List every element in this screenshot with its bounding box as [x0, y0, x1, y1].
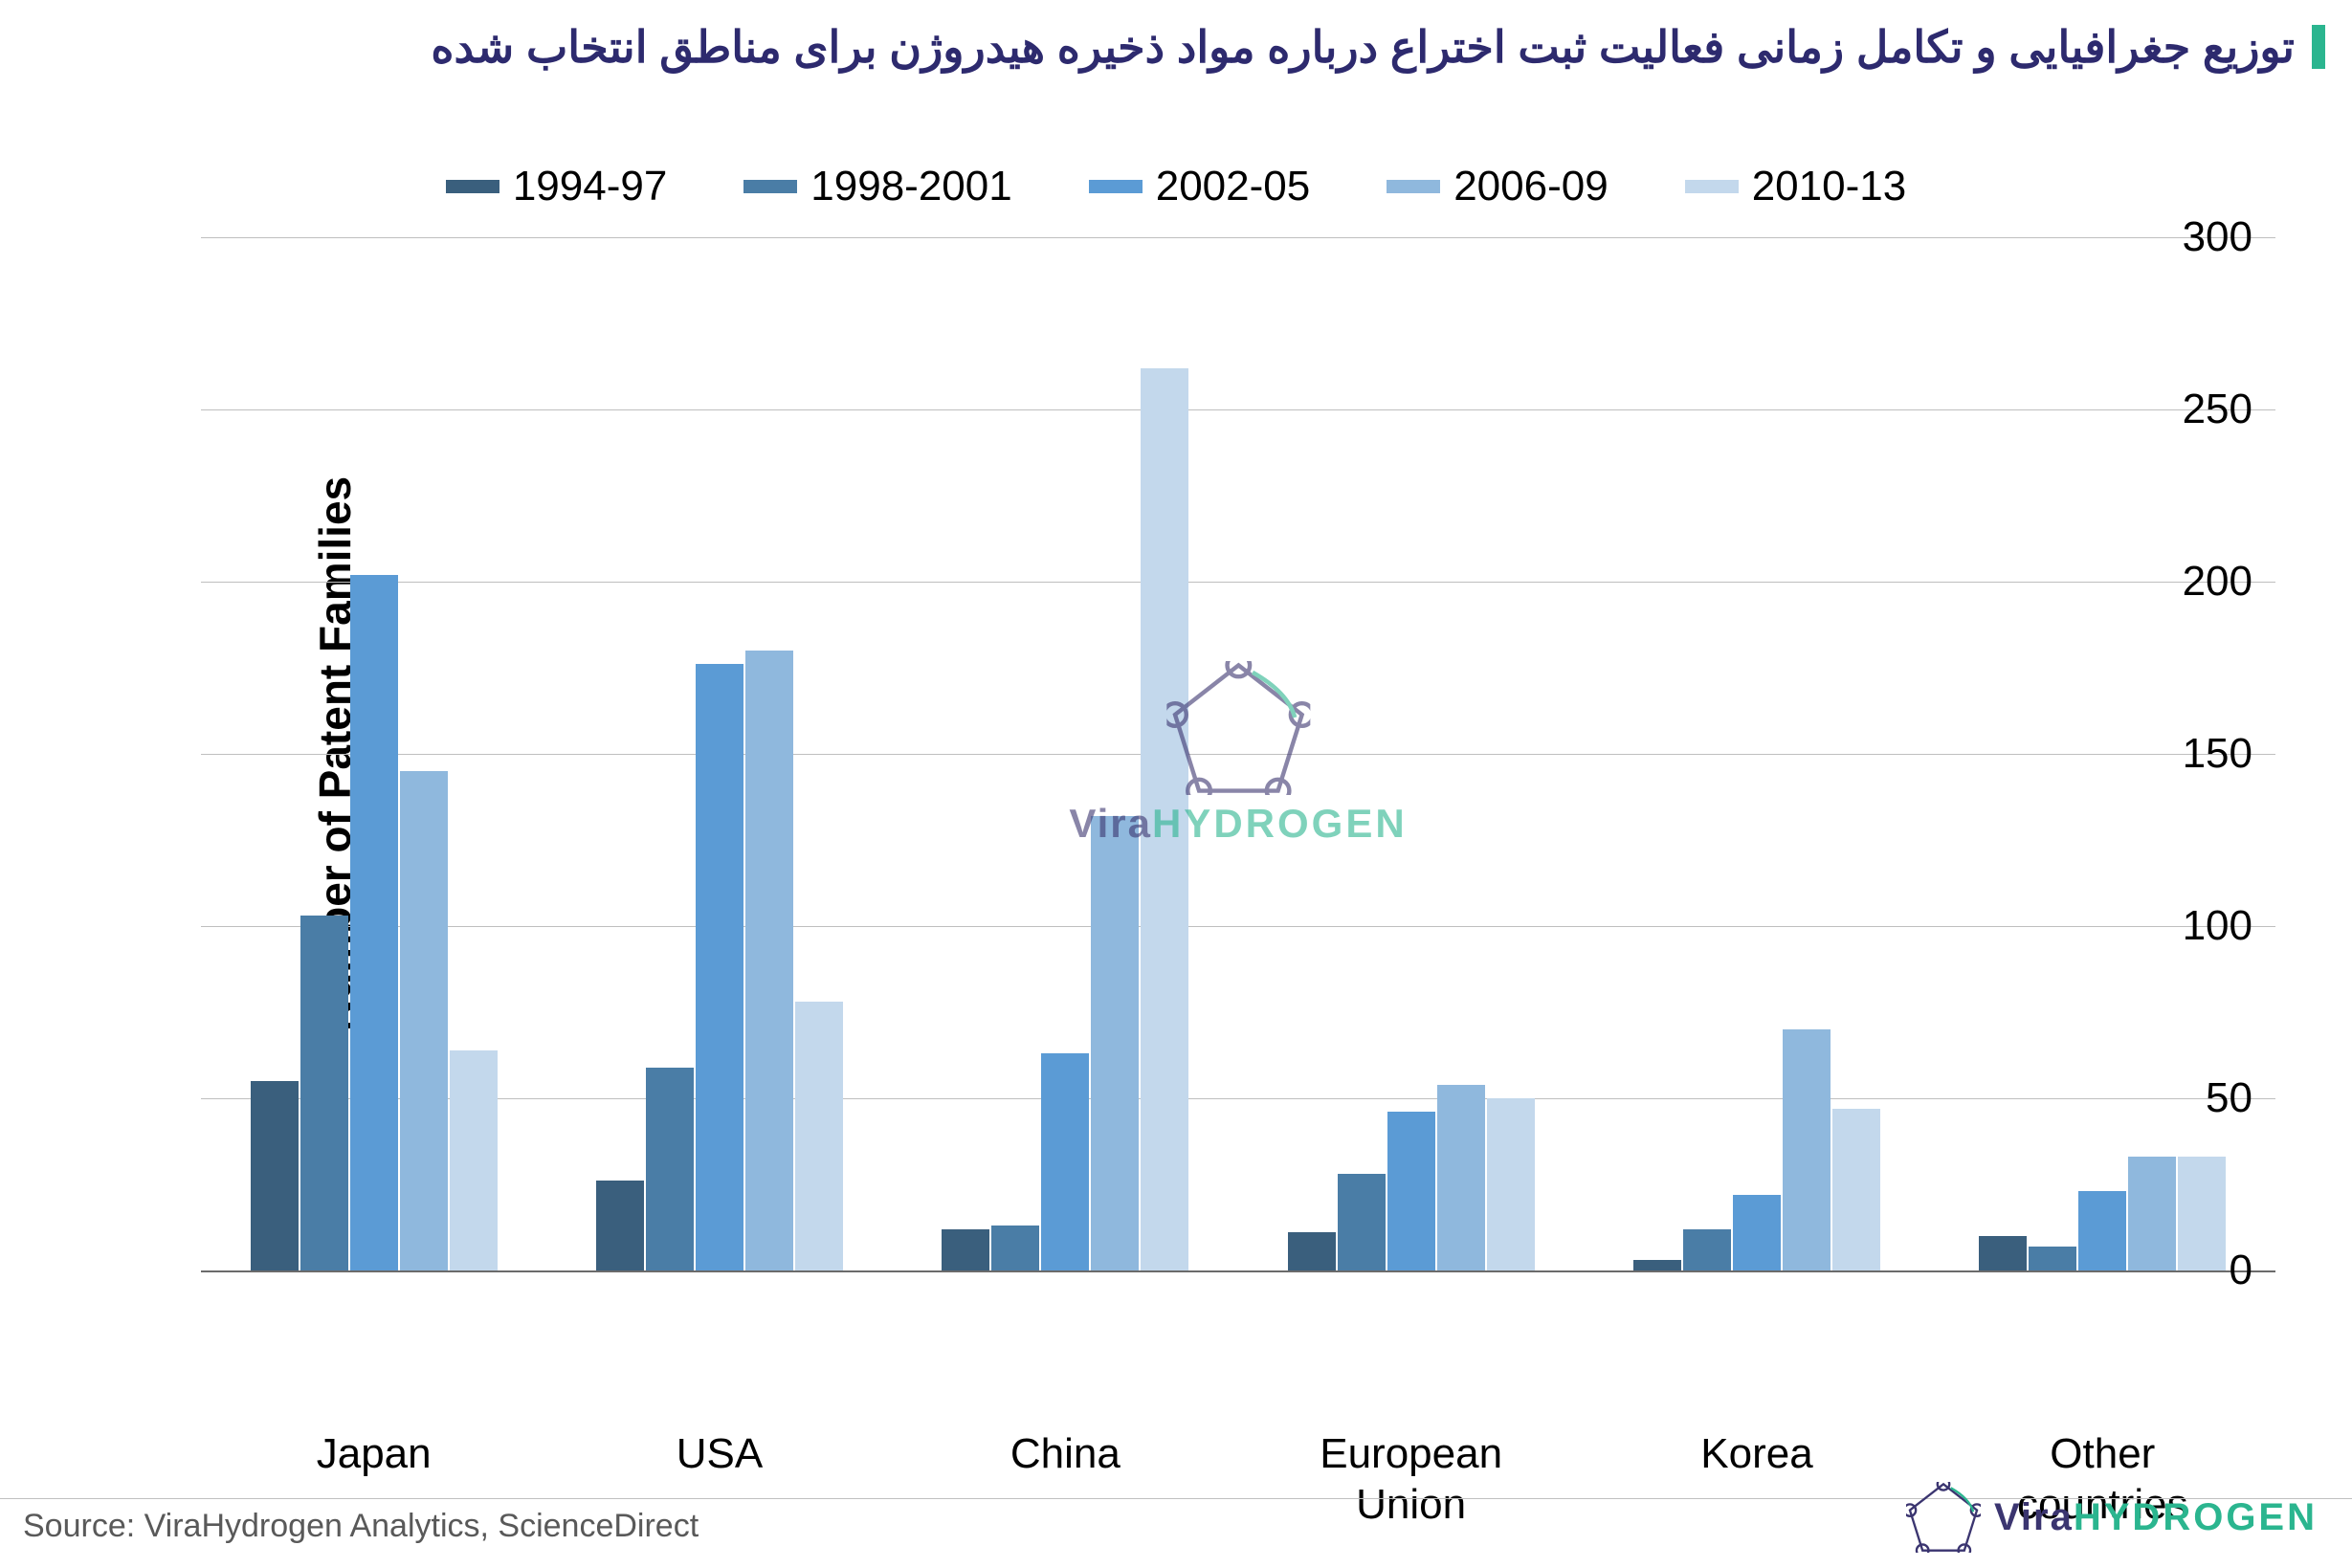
bar [1338, 1174, 1386, 1270]
bar-group [546, 237, 892, 1270]
y-tick-label: 300 [2183, 213, 2252, 261]
bar [1733, 1195, 1781, 1270]
bar [1487, 1098, 1535, 1270]
legend-label: 1994-97 [513, 163, 667, 210]
bar [1783, 1029, 1831, 1270]
bar [1832, 1109, 1880, 1270]
bar [991, 1226, 1039, 1270]
pentagon-icon [1906, 1482, 1981, 1553]
page-title-wrap: توزیع جغرافیایی و تکامل زمانی فعالیت ثبت… [38, 17, 2325, 77]
bar-group [1238, 237, 1584, 1270]
legend-item: 1998-2001 [743, 163, 1011, 210]
bar-group [1584, 237, 1929, 1270]
legend-swatch [1685, 180, 1739, 193]
bar [2078, 1191, 2126, 1270]
bar [2029, 1247, 2076, 1270]
bar [745, 651, 793, 1270]
bar [696, 664, 743, 1270]
bar [400, 771, 448, 1270]
bar-group [201, 237, 546, 1270]
y-tick-label: 0 [2230, 1247, 2252, 1294]
bar [1041, 1053, 1089, 1270]
x-tick-label: China [893, 1416, 1238, 1531]
legend-swatch [1387, 180, 1440, 193]
legend-swatch [743, 180, 797, 193]
plot-area: Number of Patent Families ViraHYDROGEN 0… [201, 237, 2275, 1270]
page-title: توزیع جغرافیایی و تکامل زمانی فعالیت ثبت… [38, 17, 2295, 77]
logo-vira-text: Vira [1994, 1496, 2074, 1538]
title-accent-bar [2312, 25, 2325, 69]
y-tick-label: 100 [2183, 902, 2252, 950]
bar [1979, 1236, 2027, 1270]
bars-layer [201, 237, 2275, 1270]
y-tick-label: 50 [2206, 1074, 2252, 1122]
bar [300, 916, 348, 1270]
grid-line [201, 1270, 2275, 1272]
bar [1288, 1232, 1336, 1270]
legend-label: 2006-09 [1453, 163, 1608, 210]
legend: 1994-97 1998-2001 2002-05 2006-09 2010-13 [38, 163, 2314, 210]
logo-hydrogen-text: HYDROGEN [2074, 1496, 2318, 1538]
y-tick-label: 150 [2183, 730, 2252, 778]
legend-item: 2006-09 [1387, 163, 1608, 210]
bar [1091, 816, 1139, 1270]
bar [1683, 1229, 1731, 1270]
bar [596, 1181, 644, 1270]
corner-logo-text: ViraHYDROGEN [1994, 1496, 2318, 1539]
corner-logo: ViraHYDROGEN [1906, 1482, 2318, 1553]
bar [942, 1229, 989, 1270]
legend-label: 1998-2001 [810, 163, 1011, 210]
source-citation: Source: ViraHydrogen Analytics, ScienceD… [23, 1508, 699, 1545]
bar [1437, 1085, 1485, 1270]
y-tick-label: 200 [2183, 558, 2252, 606]
y-tick-label: 250 [2183, 386, 2252, 433]
bar-group [893, 237, 1238, 1270]
bar [1633, 1260, 1681, 1270]
bar [1141, 368, 1188, 1270]
bar [795, 1002, 843, 1270]
chart-container: 1994-97 1998-2001 2002-05 2006-09 2010-13 Nu… [38, 163, 2314, 1434]
bar [2178, 1157, 2226, 1270]
bar [1387, 1112, 1435, 1270]
bar [646, 1068, 694, 1270]
bar [350, 575, 398, 1270]
bar [450, 1050, 498, 1270]
legend-swatch [446, 180, 499, 193]
bar [2128, 1157, 2176, 1270]
legend-item: 1994-97 [446, 163, 667, 210]
legend-label: 2002-05 [1156, 163, 1310, 210]
legend-label: 2010-13 [1752, 163, 1906, 210]
legend-item: 2010-13 [1685, 163, 1906, 210]
legend-item: 2002-05 [1089, 163, 1310, 210]
legend-swatch [1089, 180, 1143, 193]
x-tick-label: Korea [1584, 1416, 1929, 1531]
x-tick-label: EuropeanUnion [1238, 1416, 1584, 1531]
bar [251, 1081, 299, 1270]
